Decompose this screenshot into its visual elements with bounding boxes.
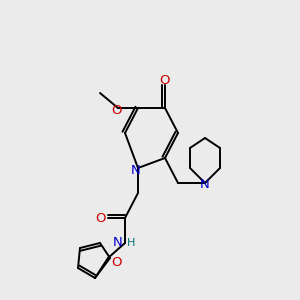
Text: N: N xyxy=(200,178,210,191)
Text: N: N xyxy=(131,164,141,176)
Text: O: O xyxy=(112,103,122,116)
Text: N: N xyxy=(113,236,123,250)
Text: O: O xyxy=(96,212,106,224)
Text: H: H xyxy=(127,238,135,248)
Text: O: O xyxy=(111,256,121,268)
Text: O: O xyxy=(160,74,170,88)
